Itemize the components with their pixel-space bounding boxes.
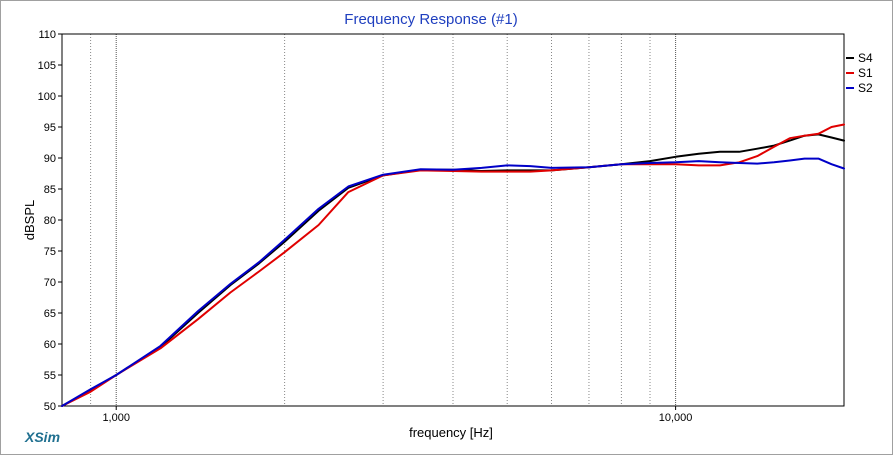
y-tick-label: 55 [44, 370, 56, 382]
y-tick-label: 65 [44, 308, 56, 320]
x-tick-label: 10,000 [659, 412, 693, 424]
y-tick-label: 50 [44, 401, 56, 413]
y-tick-label: 100 [38, 91, 56, 103]
y-axis-label: dBSPL [22, 200, 37, 240]
y-axis-ticks: 50 55 60 65 70 75 80 85 90 95 100 105 110 [38, 29, 62, 413]
legend-label-s2: S2 [858, 81, 873, 95]
x-tick-label: 1,000 [102, 412, 130, 424]
grid-layer [90, 34, 677, 406]
series-layer [61, 123, 845, 407]
y-tick-label: 60 [44, 339, 56, 351]
y-tick-label: 110 [38, 29, 56, 41]
y-tick-label: 75 [44, 246, 56, 258]
chart-title: Frequency Response (#1) [344, 11, 517, 28]
series-line-s1 [61, 123, 845, 407]
legend-label-s4: S4 [858, 51, 873, 65]
app-brand: XSim [24, 429, 60, 445]
x-axis-label: frequency [Hz] [409, 425, 493, 440]
y-tick-label: 70 [44, 277, 56, 289]
x-axis-ticks: 1,000 10,000 [102, 406, 692, 424]
y-tick-label: 90 [44, 153, 56, 165]
y-tick-label: 80 [44, 215, 56, 227]
series-line-s2 [61, 157, 845, 407]
y-tick-label: 95 [44, 122, 56, 134]
y-tick-label: 105 [38, 60, 56, 72]
y-tick-label: 85 [44, 184, 56, 196]
legend-label-s1: S1 [858, 66, 873, 80]
